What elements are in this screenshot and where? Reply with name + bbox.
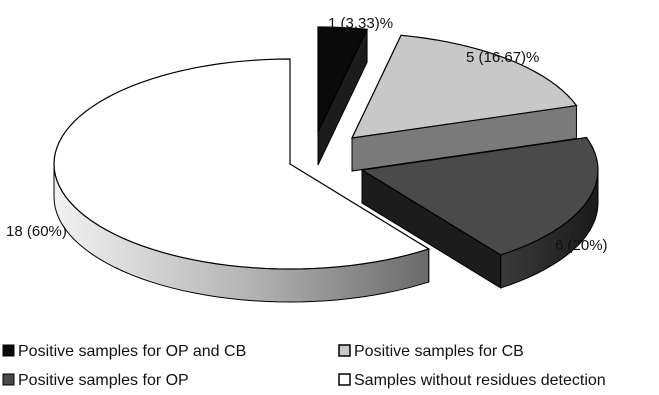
legend-label-op-and-cb: Positive samples for OP and CB (18, 343, 246, 360)
slice-op-and-cb (317, 26, 368, 133)
legend-swatch-cb (338, 344, 351, 357)
legend-swatch-op-and-cb (2, 344, 15, 357)
slice-label-no-residues: 18 (60%) (6, 223, 67, 240)
legend-swatch-op (2, 373, 15, 386)
legend-label-op: Positive samples for OP (18, 372, 189, 389)
data-labels: 1 (3.33)% 5 (16.67)% 6 (20%) 18 (60%) (6, 15, 608, 254)
slice-cb (350, 34, 578, 139)
pie-slices (53, 26, 599, 303)
slice-op (360, 136, 599, 256)
legend-label-cb: Positive samples for CB (354, 343, 524, 360)
legend-label-no-residues: Samples without residues detection (354, 372, 606, 389)
legend-item-op: Positive samples for OP (2, 372, 189, 389)
legend-swatch-no-residues (338, 373, 351, 386)
legend-item-op-and-cb: Positive samples for OP and CB (2, 343, 246, 360)
slice-no-residues (53, 58, 431, 270)
slice-label-cb: 5 (16.67)% (466, 49, 539, 66)
legend-item-no-residues: Samples without residues detection (338, 372, 606, 389)
legend-item-cb: Positive samples for CB (338, 343, 524, 360)
slice-label-op-and-cb: 1 (3.33)% (328, 15, 393, 32)
slice-label-op: 6 (20%) (555, 237, 608, 254)
legend: Positive samples for OP and CB Positive … (2, 343, 606, 389)
